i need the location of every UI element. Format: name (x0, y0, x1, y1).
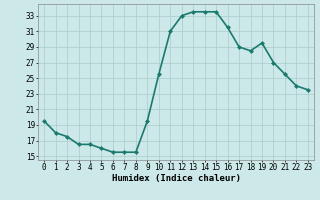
X-axis label: Humidex (Indice chaleur): Humidex (Indice chaleur) (111, 174, 241, 183)
